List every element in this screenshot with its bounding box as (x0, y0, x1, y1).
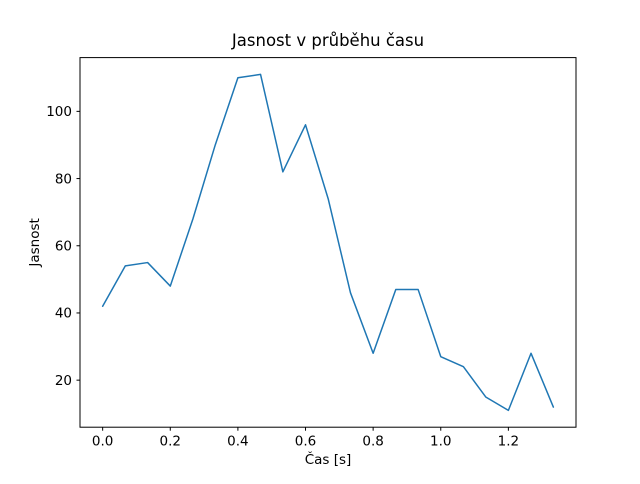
x-axis-ticks: 0.0 0.2 0.4 0.6 0.8 1.0 1.2 (92, 427, 519, 450)
y-axis-title: Jasnost (27, 218, 43, 267)
plot-area (80, 57, 576, 428)
x-tick-label: 0.4 (227, 434, 248, 450)
x-tick-label: 0.2 (160, 434, 181, 450)
y-tick-label: 60 (55, 238, 72, 254)
y-tick-label: 40 (55, 306, 72, 322)
y-axis-ticks: 20 40 60 80 100 (46, 104, 80, 389)
x-axis-title: Čas [s] (305, 450, 352, 468)
x-tick-label: 0.6 (295, 434, 316, 450)
x-tick-label: 1.0 (430, 434, 451, 450)
y-tick-label: 100 (46, 104, 72, 120)
x-tick-label: 1.2 (498, 434, 519, 450)
y-tick-label: 80 (55, 171, 72, 187)
x-tick-label: 0.8 (362, 434, 383, 450)
x-tick-label: 0.0 (92, 434, 113, 450)
axes-spines (79, 57, 577, 428)
brightness-series-line (101, 73, 555, 412)
chart-title: Jasnost v průběhu času (231, 31, 424, 50)
y-tick-label: 20 (55, 373, 72, 389)
